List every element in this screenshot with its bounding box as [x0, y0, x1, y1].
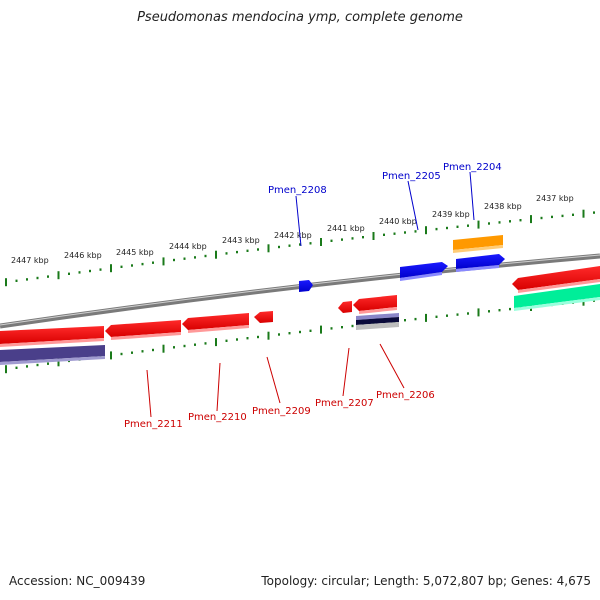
feature-rna-right[interactable] — [514, 284, 600, 308]
upper-scale — [5, 209, 595, 287]
gene-shadow — [0, 338, 104, 347]
accession-text: Accession: NC_009439 — [9, 574, 146, 588]
leader-line — [146, 369, 152, 418]
feature-purple-left-shadow — [0, 356, 105, 365]
gene-shadow — [188, 325, 249, 333]
feature-pmen-2206-purple[interactable] — [356, 313, 399, 320]
forward-genes — [299, 235, 505, 292]
leader-line — [295, 195, 302, 247]
gene-pmen-2206[interactable] — [353, 295, 397, 311]
scale-label: 2441 kbp — [327, 224, 365, 233]
map-title: Pseudomonas mendocina ymp, complete geno… — [137, 10, 463, 25]
scale-labels: 2447 kbp 2446 kbp 2445 kbp 2444 kbp 2443… — [11, 194, 574, 265]
gene-pmen-2210[interactable] — [182, 313, 249, 330]
gene-right-red[interactable] — [512, 266, 600, 290]
gene-pmen-2211[interactable] — [105, 320, 181, 337]
gene-shadow — [111, 332, 181, 340]
reverse-genes — [0, 266, 600, 365]
gene-shadow — [359, 307, 397, 314]
feature-pmen-2206-dark — [356, 317, 399, 325]
scale-label: 2439 kbp — [432, 210, 470, 219]
leader-line — [216, 362, 221, 412]
scale-label: 2444 kbp — [169, 242, 207, 251]
gene-label-pmen-2207[interactable]: Pmen_2207 — [315, 398, 374, 409]
gene-pmen-2205[interactable] — [400, 262, 448, 278]
scale-label: 2442 kbp — [274, 231, 312, 240]
scale-label: 2445 kbp — [116, 248, 154, 257]
scale-label: 2437 kbp — [536, 194, 574, 203]
leader-line — [266, 356, 281, 404]
leader-line — [342, 347, 350, 397]
gene-label-pmen-2211[interactable]: Pmen_2211 — [124, 419, 183, 430]
gene-pmen-2204-shadow — [456, 265, 499, 272]
scale-label: 2446 kbp — [64, 251, 102, 260]
scale-label: 2443 kbp — [222, 236, 260, 245]
forward-label-leaders — [295, 171, 475, 247]
gene-pmen-2204-orange-shadow — [453, 245, 503, 253]
gene-label-pmen-2210[interactable]: Pmen_2210 — [188, 412, 247, 423]
feature-rna-right-shadow — [514, 297, 600, 311]
gene-label-pmen-2204[interactable]: Pmen_2204 — [443, 162, 502, 173]
leader-line — [379, 343, 405, 389]
scale-label: 2447 kbp — [11, 256, 49, 265]
gene-shadow — [518, 279, 600, 293]
gene-label-pmen-2209[interactable]: Pmen_2209 — [252, 406, 311, 417]
feature-purple-left[interactable] — [0, 345, 105, 362]
leader-line — [469, 171, 475, 221]
reverse-gene-labels: Pmen_2211 Pmen_2210 Pmen_2209 Pmen_2207 … — [124, 390, 435, 430]
gene-label-pmen-2205[interactable]: Pmen_2205 — [382, 171, 441, 182]
scale-label: 2440 kbp — [379, 217, 417, 226]
gene-pmen-2208[interactable] — [299, 280, 313, 292]
gene-pmen-2204[interactable] — [456, 254, 505, 269]
leader-line — [407, 180, 419, 231]
scale-label: 2438 kbp — [484, 202, 522, 211]
gene-pmen-2209[interactable] — [254, 311, 273, 323]
gene-pmen-2207[interactable] — [338, 301, 352, 313]
reverse-label-leaders — [146, 343, 405, 418]
gene-label-pmen-2208[interactable]: Pmen_2208 — [268, 185, 327, 196]
gene-label-pmen-2206[interactable]: Pmen_2206 — [376, 390, 435, 401]
forward-gene-labels: Pmen_2208 Pmen_2205 Pmen_2204 — [268, 162, 502, 196]
gene-pmen-2205-shadow — [400, 272, 442, 281]
genome-summary-text: Topology: circular; Length: 5,072,807 bp… — [261, 574, 591, 588]
feature-pmen-2206-grey — [356, 322, 399, 330]
